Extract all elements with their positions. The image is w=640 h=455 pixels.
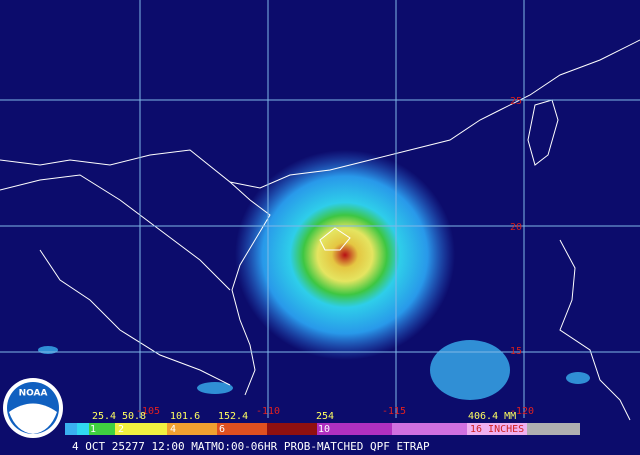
mm-label: 152.4: [218, 411, 248, 422]
coastlines: [0, 39, 640, 421]
lat-label: 20: [510, 222, 522, 233]
rain-blob: [235, 150, 455, 360]
legend-swatch: [115, 423, 167, 435]
mm-label: 50.8: [122, 411, 146, 422]
mm-label: 406.4 MM: [468, 411, 516, 422]
lat-label: 25: [510, 96, 522, 107]
rain-blob: [566, 372, 590, 384]
rain-blob: [430, 340, 510, 400]
mm-label: 25.4: [92, 411, 116, 422]
logo-text: NOAA: [19, 389, 48, 399]
legend-swatch: [267, 423, 317, 435]
footer-caption: 4 OCT 25277 12:00 MATMO:00-06HR PROB-MAT…: [72, 440, 430, 453]
inch-label: 6: [219, 424, 225, 435]
lat-label: 15: [510, 346, 522, 357]
legend-swatch: [392, 423, 467, 435]
coastline: [0, 39, 640, 189]
legend-swatch: [217, 423, 267, 435]
inch-label: 16 INCHES: [470, 424, 524, 435]
legend-swatch: [317, 423, 392, 435]
legend-swatch: [65, 423, 77, 435]
graticule: 25 20 15 -105 -110 -115 -120: [0, 0, 640, 418]
border: [0, 174, 231, 291]
legend: 25.4 50.8 101.6 152.4 254 406.4 MM 1 2 4…: [65, 411, 580, 435]
mm-label: 254: [316, 411, 334, 422]
inch-label: 2: [118, 424, 124, 435]
inch-label: 1: [90, 424, 96, 435]
island: [319, 227, 351, 251]
lon-label: -120: [510, 406, 534, 417]
lon-label: -105: [136, 406, 160, 417]
border: [39, 249, 231, 386]
legend-swatch: [77, 423, 89, 435]
logo-bird: [9, 403, 57, 434]
legend-swatch: [167, 423, 217, 435]
legend-swatch: [467, 423, 527, 435]
rain-blob: [197, 382, 233, 394]
coastline: [229, 181, 271, 396]
island: [559, 239, 631, 421]
legend-swatch: [527, 423, 580, 435]
lon-label: -115: [382, 406, 406, 417]
rain-blob: [38, 346, 58, 354]
legend-swatch: [89, 423, 115, 435]
mm-label: 101.6: [170, 411, 200, 422]
rain-field: [38, 150, 590, 400]
inch-label: 4: [170, 424, 176, 435]
inch-label: 10: [318, 424, 330, 435]
lon-label: -110: [256, 406, 280, 417]
noaa-logo: NOAA: [3, 378, 63, 438]
